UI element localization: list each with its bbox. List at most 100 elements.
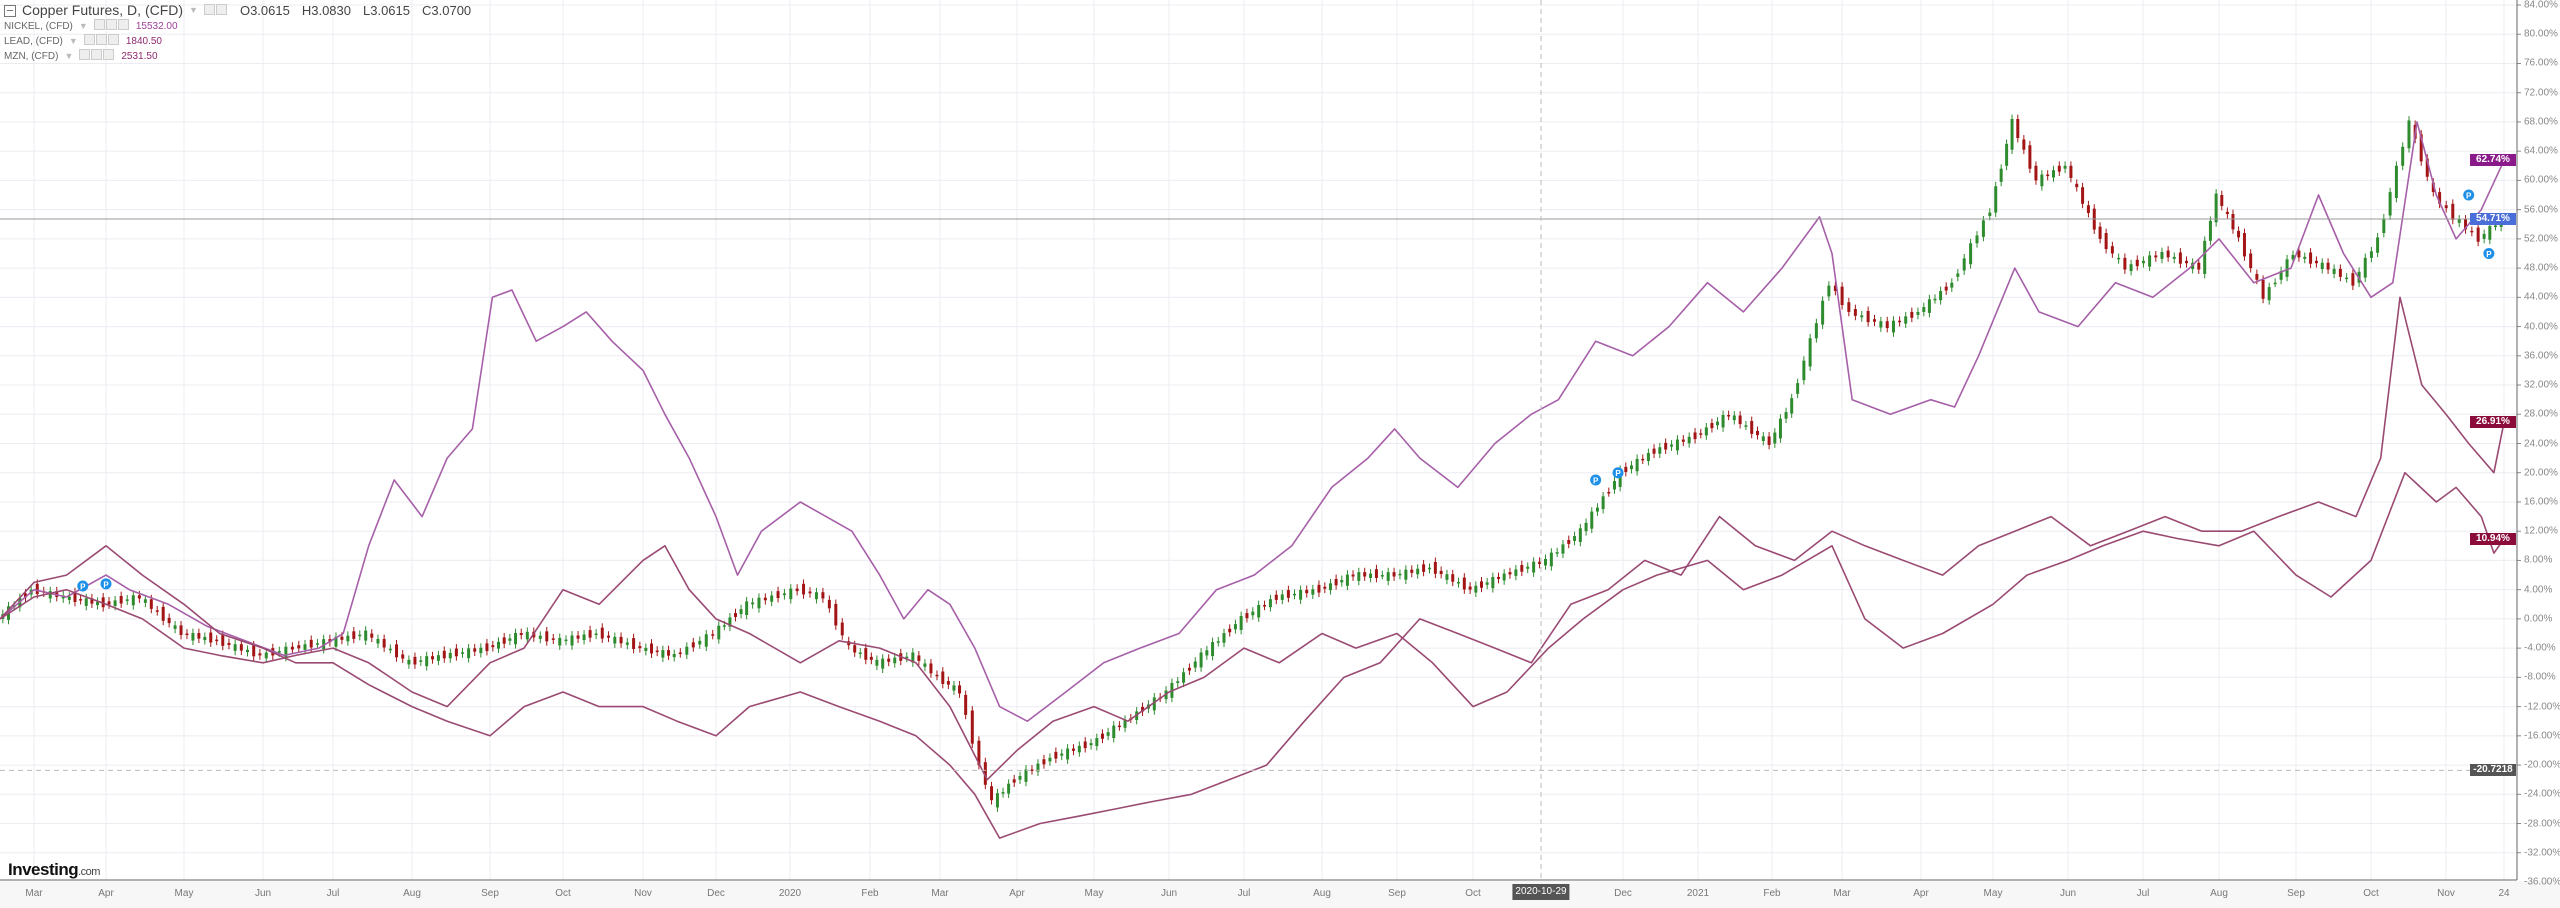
chevron-down-icon[interactable]: ▼ bbox=[189, 5, 198, 15]
candle-body bbox=[1048, 757, 1052, 762]
candle-body bbox=[745, 601, 749, 616]
candle-body bbox=[923, 663, 927, 667]
chevron-down-icon[interactable]: ▼ bbox=[68, 36, 78, 46]
x-tick-label: Apr bbox=[1009, 888, 1025, 899]
candle-body bbox=[776, 591, 780, 599]
candle-body bbox=[352, 631, 356, 639]
candle-body bbox=[191, 633, 195, 641]
overlay-value: 15532.00 bbox=[135, 21, 178, 32]
x-tick-label: Mar bbox=[931, 888, 949, 899]
overlay-name[interactable]: MZN, (CFD) bbox=[4, 51, 59, 62]
candle-body bbox=[239, 644, 243, 651]
candle-body bbox=[1112, 725, 1116, 739]
price-marker-icon bbox=[2483, 247, 2495, 259]
x-tick-label: Dec bbox=[707, 888, 725, 899]
candle-body bbox=[1071, 748, 1075, 751]
overlay-layer: P P P P P P bbox=[0, 0, 2517, 880]
candle-body bbox=[2160, 252, 2164, 259]
x-tick-label: May bbox=[1983, 888, 2003, 899]
settings-icon[interactable] bbox=[79, 49, 91, 60]
candle-body bbox=[370, 633, 374, 638]
candle-body bbox=[655, 650, 659, 653]
crosshair-value-badge: -20.7218 bbox=[2470, 764, 2516, 777]
settings-icon[interactable] bbox=[203, 4, 215, 15]
x-tick-label: 2021 bbox=[1686, 888, 1710, 899]
x-tick-label: Jun bbox=[2059, 888, 2077, 899]
candle-body bbox=[545, 631, 549, 642]
candle-body bbox=[1808, 338, 1812, 367]
candle-body bbox=[79, 599, 83, 601]
candle-body bbox=[717, 625, 721, 640]
price-marker-icon bbox=[1590, 474, 1602, 486]
candle-body bbox=[419, 660, 423, 662]
y-tick-label: 32.00% bbox=[2524, 379, 2558, 391]
candle-body bbox=[691, 642, 695, 648]
candle-body bbox=[1773, 432, 1777, 444]
candle-body bbox=[698, 640, 702, 645]
candle-body bbox=[893, 657, 897, 664]
visibility-icon[interactable] bbox=[215, 4, 227, 15]
candle-body bbox=[2285, 259, 2289, 277]
candle-body bbox=[514, 633, 518, 645]
overlay-name[interactable]: NICKEL, (CFD) bbox=[4, 21, 73, 32]
close-icon[interactable] bbox=[117, 19, 129, 30]
chevron-down-icon[interactable]: ▼ bbox=[78, 21, 88, 31]
close-icon[interactable] bbox=[103, 49, 115, 60]
candle-body bbox=[1222, 633, 1226, 643]
candle-body bbox=[2237, 230, 2241, 238]
candle-body bbox=[131, 595, 135, 606]
candle-body bbox=[221, 634, 225, 646]
candle-body bbox=[1860, 315, 1864, 318]
candle-body bbox=[733, 613, 737, 617]
chevron-down-icon[interactable]: ▼ bbox=[64, 51, 74, 61]
y-tick-label: 64.00% bbox=[2524, 145, 2558, 157]
candle-body bbox=[1239, 615, 1243, 630]
visibility-icon[interactable] bbox=[105, 19, 117, 30]
settings-icon[interactable] bbox=[83, 34, 95, 45]
candle-body bbox=[1089, 743, 1093, 746]
candle-body bbox=[2040, 174, 2044, 187]
candle-body bbox=[1497, 576, 1500, 579]
candle-body bbox=[834, 603, 838, 626]
visibility-icon[interactable] bbox=[91, 49, 103, 60]
visibility-icon[interactable] bbox=[95, 34, 107, 45]
candle-body bbox=[125, 599, 129, 601]
candle-body bbox=[1311, 589, 1315, 595]
candle-body bbox=[2332, 268, 2336, 274]
candle-body bbox=[1520, 565, 1524, 572]
candle-body bbox=[2086, 205, 2090, 214]
candle-body bbox=[1607, 491, 1611, 494]
candle-body bbox=[1100, 733, 1104, 739]
candle-body bbox=[388, 648, 392, 651]
candle-body bbox=[1193, 661, 1197, 668]
candle-body bbox=[1872, 319, 1876, 322]
candle-body bbox=[827, 599, 831, 609]
candle-body bbox=[1263, 605, 1267, 607]
settings-icon[interactable] bbox=[93, 19, 105, 30]
candle-body bbox=[2351, 273, 2355, 286]
candle-body bbox=[1687, 436, 1691, 444]
candle-body bbox=[48, 591, 52, 599]
close-icon[interactable] bbox=[107, 34, 119, 45]
candle-body bbox=[2172, 256, 2176, 259]
candle-body bbox=[2314, 260, 2318, 264]
candle-body bbox=[1286, 590, 1290, 598]
candle-body bbox=[1578, 528, 1582, 542]
candle-body bbox=[209, 632, 213, 643]
candle-body bbox=[1042, 759, 1046, 765]
y-tick-label: -4.00% bbox=[2524, 642, 2556, 654]
candle-body bbox=[1898, 320, 1902, 323]
candle-body bbox=[2051, 170, 2055, 178]
candle-body bbox=[1994, 186, 1998, 213]
main-symbol-title[interactable]: Copper Futures, D, (CFD) bbox=[22, 2, 184, 18]
overlay-name[interactable]: LEAD, (CFD) bbox=[4, 36, 63, 47]
candle-body bbox=[704, 634, 708, 647]
x-tick-label: May bbox=[174, 888, 194, 899]
collapse-icon[interactable] bbox=[4, 4, 16, 17]
y-tick-label: -8.00% bbox=[2524, 671, 2556, 683]
candle-body bbox=[2388, 192, 2392, 216]
series-layer bbox=[0, 114, 2505, 839]
x-tick-label: Jul bbox=[2136, 888, 2150, 899]
candle-body bbox=[1066, 748, 1070, 760]
